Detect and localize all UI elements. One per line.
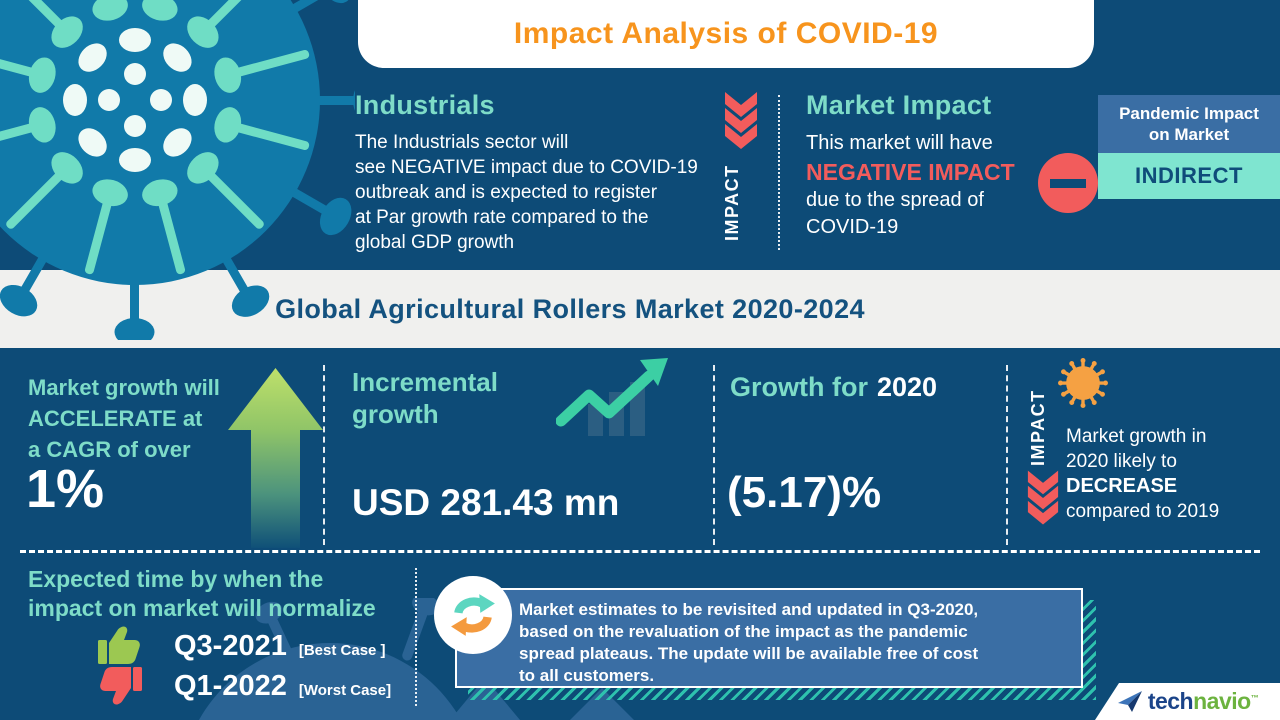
- impact-2020-statement: Market growth in 2020 likely to DECREASE…: [1066, 426, 1220, 522]
- worst-case-label: [Worst Case]: [298, 681, 392, 699]
- thumbs-down-icon: [100, 667, 142, 705]
- normalize-heading: Expected time by when the impact on mark…: [28, 566, 376, 621]
- pandemic-impact-box: Pandemic Impact on Market INDIRECT: [1098, 95, 1280, 199]
- brand-footer: technavio™: [1095, 683, 1280, 720]
- refresh-icon: [451, 594, 495, 636]
- incremental-growth-value: USD 281.43 mn: [352, 482, 620, 523]
- market-impact-line: due to the spread of: [806, 189, 984, 211]
- header-banner: Impact Analysis of COVID-19: [358, 0, 1094, 68]
- market-title: Global Agricultural Rollers Market 2020-…: [275, 294, 865, 324]
- impact-vertical-label: IMPACT: [1028, 389, 1048, 467]
- market-impact-heading: Market Impact: [806, 90, 992, 120]
- cagr-value: 1%: [26, 459, 105, 519]
- worst-case-value: Q1-2022: [174, 669, 287, 702]
- market-impact-line: COVID-19: [806, 216, 899, 238]
- coronavirus-small-icon: [1058, 358, 1108, 408]
- industrials-description: The Industrials sector will see NEGATIVE…: [355, 132, 698, 253]
- refresh-badge: [434, 576, 512, 654]
- coronavirus-illustration-icon: [0, 0, 355, 340]
- best-case-value: Q3-2021: [174, 629, 287, 662]
- impact-vertical-label: IMPACT: [722, 164, 742, 241]
- cagr-statement: Market growth will ACCELERATE at a CAGR …: [28, 375, 220, 462]
- market-impact-section: Market Impact This market will have NEGA…: [806, 90, 1056, 241]
- industrials-heading: Industrials: [355, 90, 495, 120]
- virus-silhouette-decoration: [198, 598, 634, 720]
- best-case-row: Q3-2021 [Best Case ]: [98, 626, 386, 666]
- trend-up-chart-icon: [556, 358, 668, 436]
- worst-case-row: Q1-2022 [Worst Case]: [98, 666, 391, 706]
- dashed-separator-vertical: [415, 568, 417, 706]
- best-case-label: [Best Case ]: [298, 641, 386, 659]
- growth-2020-value: (5.17)%: [727, 468, 882, 517]
- decrease-highlight: DECREASE: [1066, 475, 1178, 497]
- pandemic-impact-value: INDIRECT: [1098, 153, 1280, 199]
- dashed-separator-vertical: [778, 95, 780, 250]
- thumbs-up-icon: [98, 626, 140, 664]
- dashed-separator-vertical: [1006, 365, 1008, 545]
- chevron-down-triple-icon: [1027, 470, 1059, 525]
- dashed-separator-vertical: [323, 365, 325, 545]
- market-title-band: [0, 270, 1280, 348]
- pandemic-impact-title: Pandemic Impact on Market: [1098, 95, 1280, 153]
- market-impact-line: This market will have: [806, 132, 993, 154]
- dashed-separator-vertical: [713, 365, 715, 545]
- minus-circle-icon: [1038, 153, 1098, 213]
- page-title: Impact Analysis of COVID-19: [513, 17, 939, 50]
- incremental-growth-heading: Incremental growth: [352, 367, 498, 429]
- industrials-section: Industrials The Industrials sector will …: [355, 90, 725, 255]
- growth-2020-label: Growth for 2020: [730, 372, 938, 402]
- update-note: Market estimates to be revisited and upd…: [455, 588, 1083, 688]
- negative-impact-highlight: NEGATIVE IMPACT: [806, 159, 1015, 185]
- technavio-logo-icon: [1117, 690, 1142, 712]
- trademark-symbol: ™: [1250, 693, 1259, 703]
- up-arrow-icon: [228, 368, 323, 548]
- chevron-down-triple-icon: [725, 92, 757, 149]
- technavio-logo-text: technavio™: [1147, 688, 1259, 714]
- dashed-separator-horizontal: [20, 550, 1260, 553]
